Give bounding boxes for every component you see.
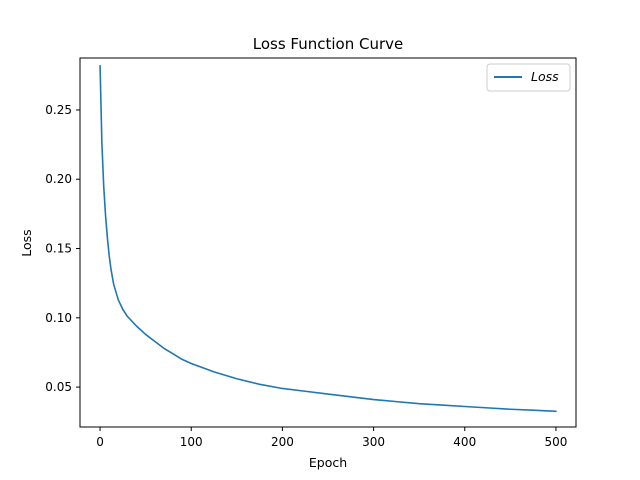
- legend-box: [486, 63, 571, 92]
- chart-title: Loss Function Curve: [253, 35, 404, 53]
- x-tick-label: 400: [453, 435, 476, 449]
- ticks-layer: 0 100 200 300 400 500 0.05 0.10 0.15 0.20 0.25: [45, 103, 567, 449]
- y-tick-label: 0.20: [45, 172, 72, 186]
- plot-frame: [79, 57, 577, 428]
- x-tick-label: 200: [271, 435, 294, 449]
- y-tick-label: 0.25: [45, 103, 72, 117]
- x-tick-label: 300: [362, 435, 385, 449]
- plot-area: [80, 58, 576, 427]
- legend: Loss: [486, 63, 571, 92]
- y-tick-label: 0.15: [45, 242, 72, 256]
- series-line-0: [99, 64, 557, 413]
- y-tick-label: 0.05: [45, 380, 72, 394]
- x-axis-label: Epoch: [309, 455, 347, 470]
- series-layer: [99, 64, 557, 413]
- legend-series-label: Loss: [531, 69, 559, 84]
- x-tick-label: 500: [544, 435, 567, 449]
- y-axis-label: Loss: [19, 229, 34, 256]
- x-tick-label: 100: [180, 435, 203, 449]
- y-tick-label: 0.10: [45, 311, 72, 325]
- x-tick-label: 0: [96, 435, 104, 449]
